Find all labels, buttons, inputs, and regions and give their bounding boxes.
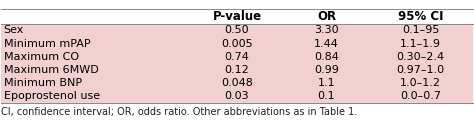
Text: 0.048: 0.048 [221, 78, 253, 88]
Text: 0.1: 0.1 [318, 91, 335, 101]
Text: 0.99: 0.99 [314, 65, 339, 75]
Text: 0.74: 0.74 [225, 52, 249, 62]
Text: 3.30: 3.30 [314, 25, 339, 36]
Text: 1.1–1.9: 1.1–1.9 [400, 39, 441, 49]
Text: 1.0–1.2: 1.0–1.2 [400, 78, 441, 88]
Bar [1, 90, 473, 103]
Text: 1.44: 1.44 [314, 39, 339, 49]
Text: 0.84: 0.84 [314, 52, 339, 62]
Text: Minimum mPAP: Minimum mPAP [4, 39, 91, 49]
Bar [1, 37, 473, 50]
Text: OR: OR [317, 10, 336, 23]
Text: Minimum BNP: Minimum BNP [4, 78, 82, 88]
Text: 0.30–2.4: 0.30–2.4 [397, 52, 445, 62]
Bar [1, 50, 473, 63]
Text: 0.12: 0.12 [225, 65, 249, 75]
Text: 1.1: 1.1 [318, 78, 335, 88]
Text: 0.03: 0.03 [225, 91, 249, 101]
Text: Epoprostenol use: Epoprostenol use [4, 91, 100, 101]
Text: 0.1–95: 0.1–95 [402, 25, 439, 36]
Bar [1, 24, 473, 37]
Bar [1, 77, 473, 90]
Text: Maximum 6MWD: Maximum 6MWD [4, 65, 99, 75]
Text: P-value: P-value [212, 10, 262, 23]
Text: CI, confidence interval; OR, odds ratio. Other abbreviations as in Table 1.: CI, confidence interval; OR, odds ratio.… [1, 107, 358, 117]
Text: 0.50: 0.50 [225, 25, 249, 36]
Text: 0.0–0.7: 0.0–0.7 [400, 91, 441, 101]
Text: Sex: Sex [4, 25, 24, 36]
Text: Maximum CO: Maximum CO [4, 52, 79, 62]
Text: 95% CI: 95% CI [398, 10, 444, 23]
Bar [1, 63, 473, 77]
Text: 0.005: 0.005 [221, 39, 253, 49]
Text: 0.97–1.0: 0.97–1.0 [397, 65, 445, 75]
